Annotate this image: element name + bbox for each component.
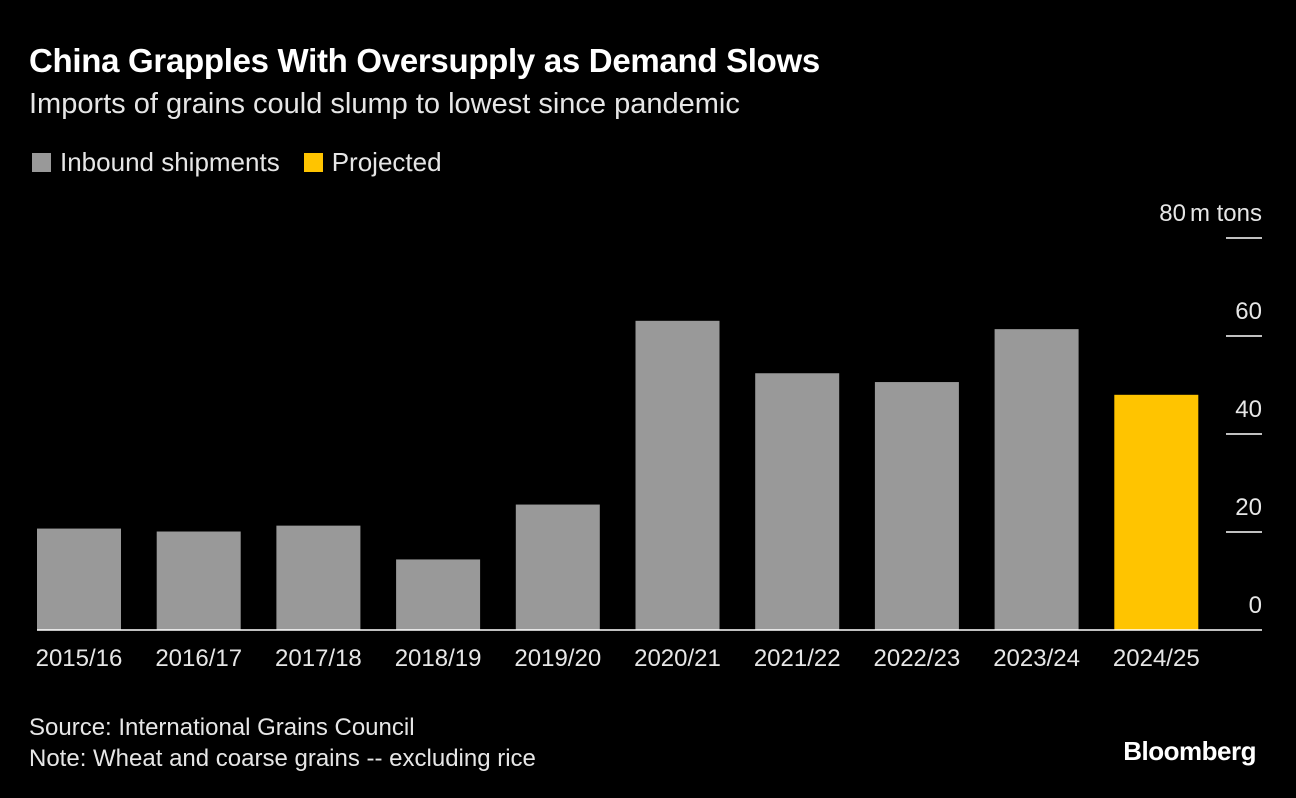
legend-item-inbound: Inbound shipments: [32, 147, 280, 178]
x-tick-label: 2017/18: [275, 645, 362, 672]
legend-swatch-projected: [303, 153, 323, 172]
legend-swatch-inbound: [32, 153, 51, 172]
y-tick-value: 80: [1159, 200, 1186, 227]
bar-2023-24: [994, 329, 1079, 630]
footnote: Note: Wheat and coarse grains -- excludi…: [29, 745, 536, 772]
x-tick-label: 2016/17: [155, 645, 242, 672]
y-tick-label: 0: [1249, 592, 1262, 619]
y-unit-label: m tons: [1190, 200, 1262, 227]
y-tick-label: 40: [1235, 396, 1262, 423]
bar-2020-21: [635, 320, 720, 630]
x-tick-label: 2022/23: [874, 645, 961, 672]
bars: [37, 320, 1199, 630]
bar-2017-18: [276, 525, 361, 630]
legend-label-projected: Projected: [331, 147, 442, 177]
bar-2021-22: [755, 373, 840, 630]
bar-2019-20: [515, 504, 600, 630]
x-tick-label: 2019/20: [514, 645, 601, 672]
x-tick-label: 2020/21: [634, 645, 721, 672]
bar-2016-17: [156, 531, 241, 630]
x-axis: 2015/16 2016/17 2017/18 2018/19 2019/20 2020/…: [36, 629, 1262, 672]
bloomberg-logo: Bloomberg: [1123, 736, 1256, 766]
y-tick-label: 20: [1235, 494, 1262, 521]
source-note: Source: International Grains Council: [29, 714, 415, 741]
x-tick-label: 2015/16: [36, 645, 123, 672]
x-tick-label: 2018/19: [395, 645, 482, 672]
bar-2024-25: [1114, 394, 1199, 630]
bar-2018-19: [396, 559, 481, 630]
chart-title: China Grapples With Oversupply as Demand…: [29, 42, 820, 79]
chart-subtitle: Imports of grains could slump to lowest …: [29, 88, 740, 120]
x-tick-label: 2023/24: [993, 645, 1080, 672]
bar-2022-23: [874, 382, 959, 630]
legend-label-inbound: Inbound shipments: [60, 147, 280, 177]
x-tick-label: 2021/22: [754, 645, 841, 672]
y-tick-label: 60: [1235, 298, 1262, 325]
bar-2015-16: [37, 528, 121, 630]
legend-item-projected: Projected: [303, 147, 442, 178]
y-tick-label: 80 m tons: [1159, 200, 1262, 227]
x-tick-label: 2024/25: [1113, 645, 1200, 672]
legend: Inbound shipments Projected: [32, 147, 466, 178]
y-axis: 0 20 40 60 80 m tons: [1159, 200, 1262, 619]
